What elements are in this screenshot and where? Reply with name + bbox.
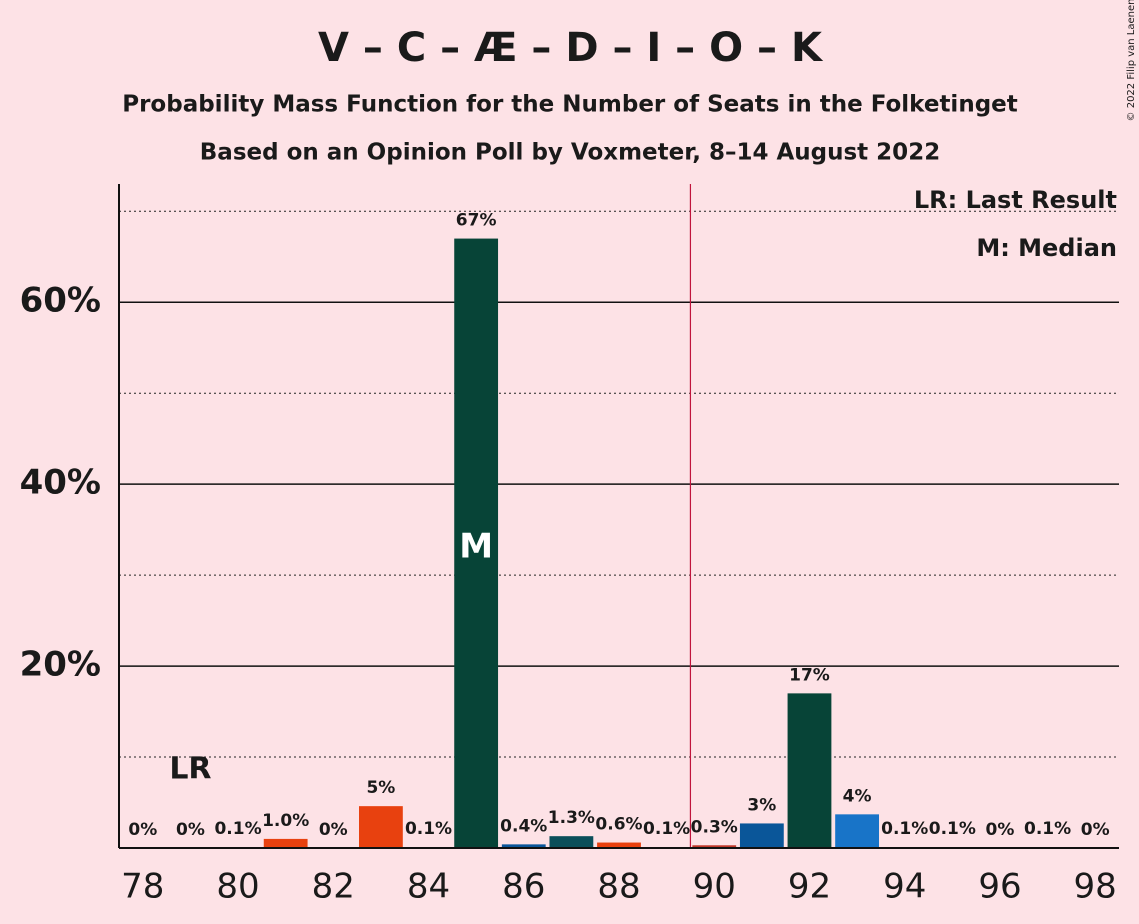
value-label: 0.1% — [881, 819, 928, 839]
bar — [501, 844, 546, 848]
value-label: 0% — [176, 820, 205, 840]
x-tick-label: 86 — [502, 867, 545, 907]
bar — [454, 238, 499, 849]
bar — [692, 845, 737, 848]
value-label: 67% — [456, 211, 497, 231]
value-label: 0.6% — [595, 815, 642, 835]
y-tick-label: 20% — [20, 645, 101, 685]
value-label: 4% — [843, 786, 872, 806]
bar — [359, 806, 403, 848]
x-tick-label: 94 — [883, 867, 926, 907]
value-label: 0.1% — [929, 819, 976, 839]
value-label: 1.3% — [548, 808, 595, 828]
value-label: 0% — [319, 820, 348, 840]
bar — [549, 836, 594, 848]
x-tick-label: 82 — [312, 867, 355, 907]
y-tick-label: 40% — [20, 463, 101, 503]
median-marker: M — [459, 527, 493, 567]
legend-entry: LR: Last Result — [914, 186, 1117, 214]
bar — [739, 823, 784, 848]
value-label: 5% — [366, 778, 395, 798]
copyright: © 2022 Filip van Laenen — [1126, 0, 1137, 121]
value-label: 0% — [128, 820, 157, 840]
x-tick-label: 90 — [693, 867, 736, 907]
value-label: 17% — [789, 665, 830, 685]
value-label: 0.1% — [1024, 819, 1071, 839]
legend-entry: M: Median — [976, 234, 1117, 262]
value-label: 1.0% — [262, 811, 309, 831]
bar — [787, 693, 832, 848]
value-label: 0.1% — [405, 819, 452, 839]
value-label: 0.4% — [500, 816, 547, 836]
value-label: 0% — [986, 820, 1015, 840]
value-label: 0.3% — [691, 817, 738, 837]
value-label: 0.1% — [214, 819, 261, 839]
bar — [597, 842, 641, 848]
bar — [835, 814, 879, 848]
chart-title: V – C – Æ – D – I – O – K — [318, 25, 824, 71]
chart-subtitle: Probability Mass Function for the Number… — [122, 92, 1018, 118]
value-label: 0% — [1081, 820, 1110, 840]
x-tick-label: 88 — [597, 867, 640, 907]
x-tick-label: 84 — [407, 867, 450, 907]
x-tick-label: 98 — [1074, 867, 1117, 907]
chart-subtitle: Based on an Opinion Poll by Voxmeter, 8–… — [200, 140, 940, 166]
value-label: 0.1% — [643, 819, 690, 839]
last-result-marker: LR — [169, 752, 211, 787]
y-tick-label: 60% — [20, 281, 101, 321]
x-tick-label: 80 — [216, 867, 259, 907]
value-label: 3% — [747, 795, 776, 815]
x-tick-label: 92 — [788, 867, 831, 907]
x-tick-label: 96 — [978, 867, 1021, 907]
bar — [263, 838, 308, 848]
x-tick-label: 78 — [121, 867, 164, 907]
